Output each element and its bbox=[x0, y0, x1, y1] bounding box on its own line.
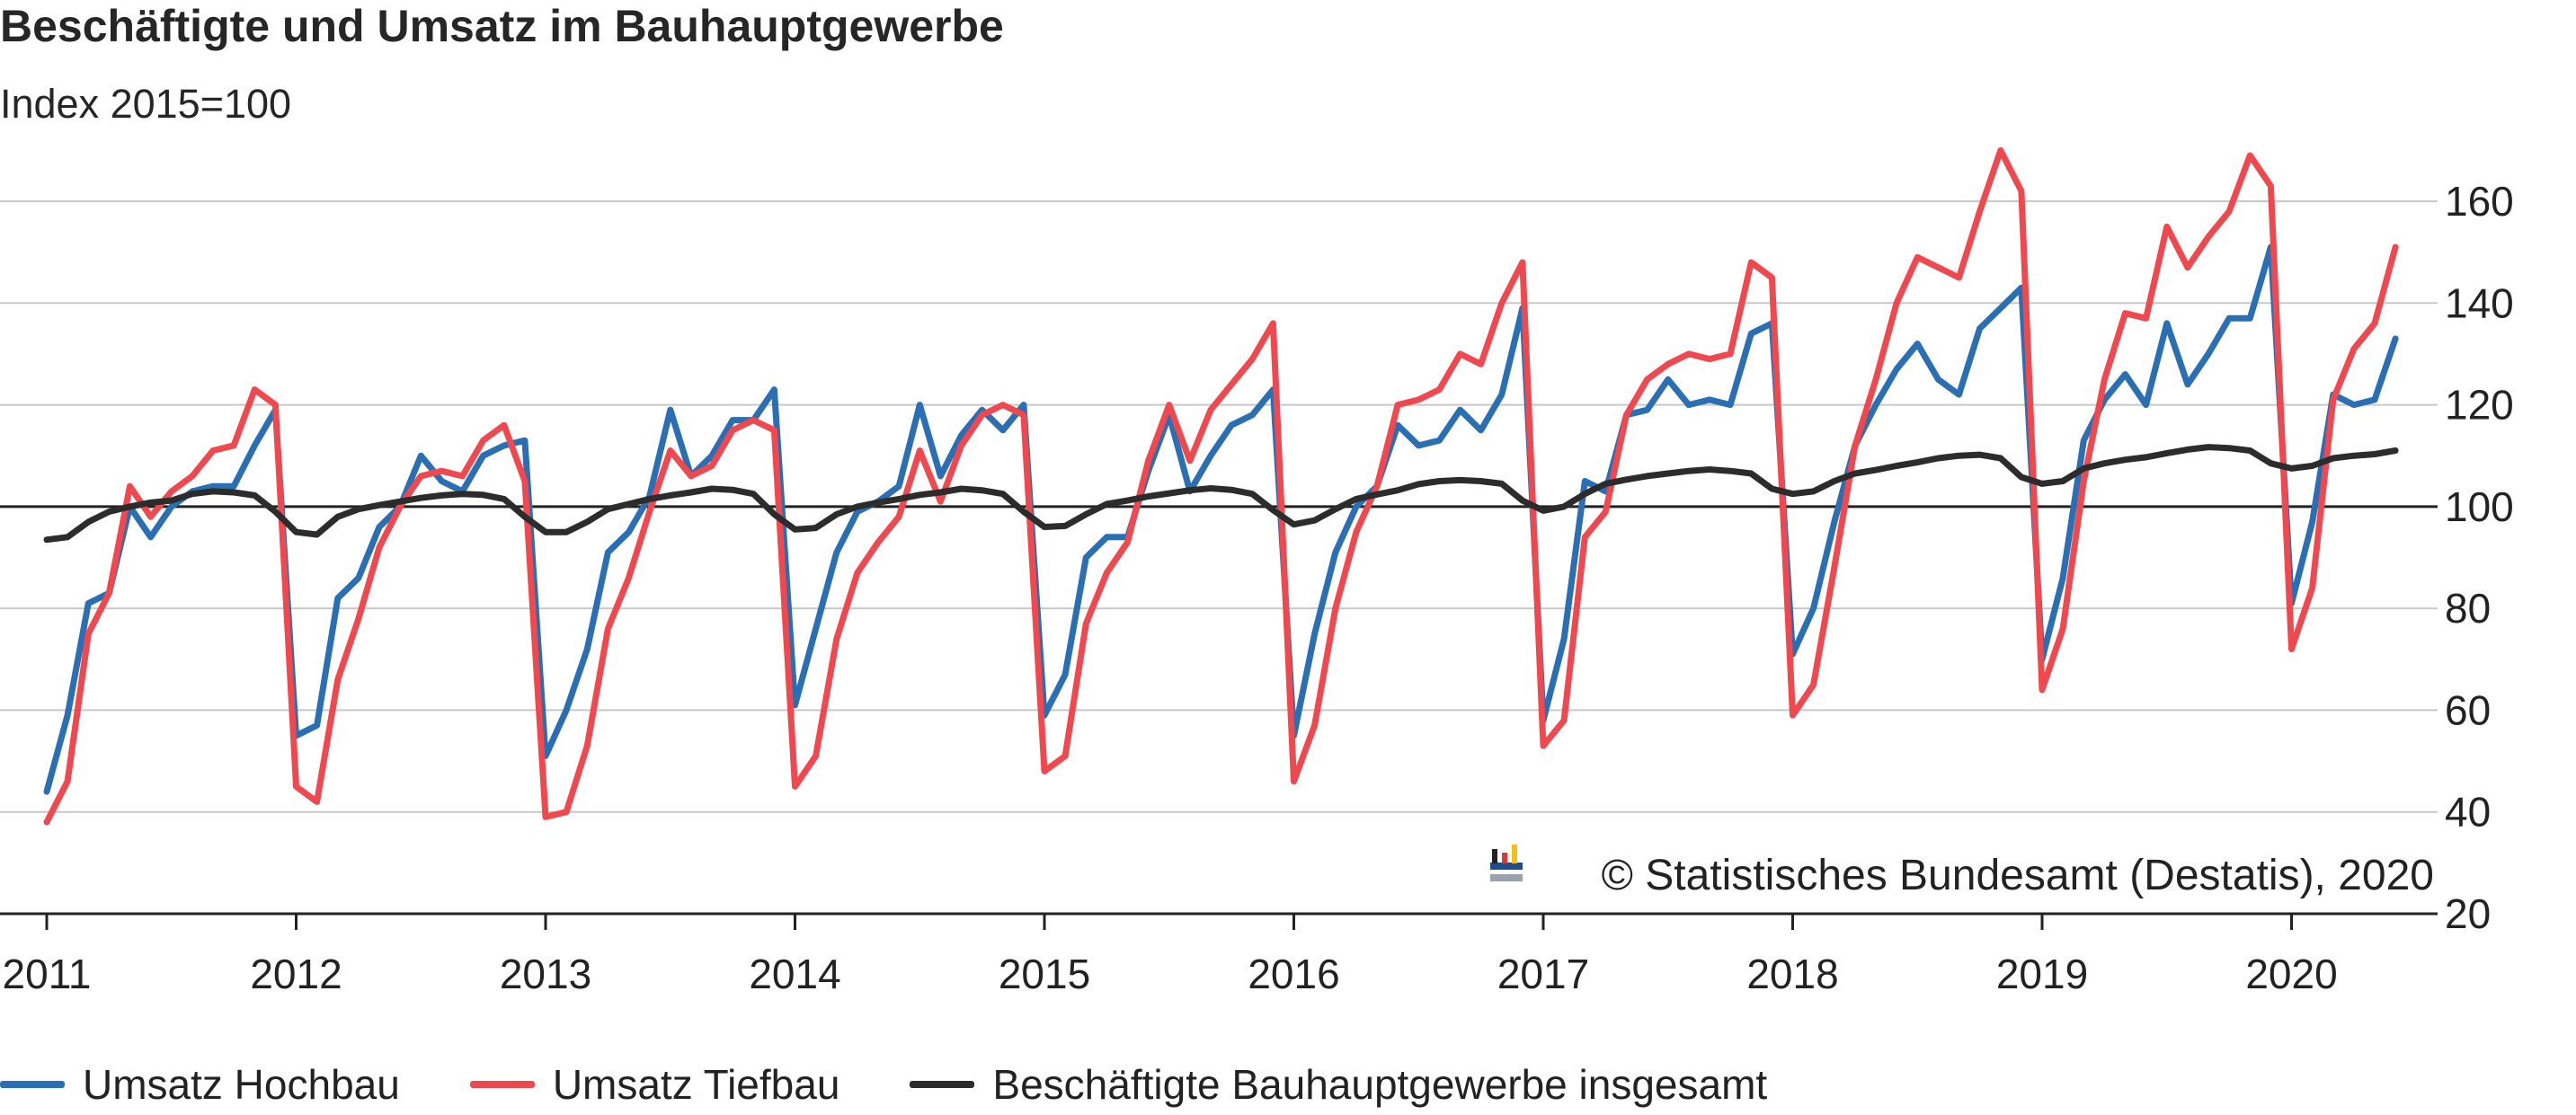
x-tick-label-2015: 2015 bbox=[999, 951, 1090, 997]
credit-text: © Statistisches Bundesamt (Destatis), 20… bbox=[1602, 852, 2434, 899]
x-axis bbox=[0, 912, 2438, 930]
legend-label-hochbau: Umsatz Hochbau bbox=[83, 1061, 400, 1108]
x-tick-label-2020: 2020 bbox=[2245, 951, 2337, 997]
x-axis-tick-labels: 2011 2012 2013 2014 2015 2016 2017 2018 2019 2020 bbox=[3, 951, 2338, 997]
x-tick-label-2012: 2012 bbox=[250, 951, 342, 997]
chart-subtitle: Index 2015=100 bbox=[0, 81, 292, 127]
legend-item-hochbau: Umsatz Hochbau bbox=[0, 1060, 400, 1109]
chart-title: Beschäftigte und Umsatz im Bauhauptgewer… bbox=[0, 1, 1004, 51]
series-line-2 bbox=[43, 444, 2399, 544]
y-tick-label-80: 80 bbox=[2445, 585, 2491, 632]
y-tick-label-20: 20 bbox=[2445, 890, 2491, 937]
y-tick-label-40: 40 bbox=[2445, 789, 2491, 836]
credit: © Statistisches Bundesamt (Destatis), 20… bbox=[1490, 845, 2434, 899]
legend-label-beschaeftigte: Beschäftigte Bauhauptgewerbe insgesamt bbox=[992, 1061, 1768, 1108]
destatis-logo-icon bbox=[1490, 845, 1523, 881]
legend-swatch-hochbau bbox=[0, 1081, 65, 1088]
legend-item-tiefbau: Umsatz Tiefbau bbox=[469, 1060, 840, 1109]
x-tick-label-2018: 2018 bbox=[1746, 951, 1838, 997]
x-tick-label-2017: 2017 bbox=[1497, 951, 1589, 997]
legend: Umsatz Hochbau Umsatz Tiefbau Beschäftig… bbox=[0, 1060, 1837, 1109]
x-tick-label-2014: 2014 bbox=[749, 951, 840, 997]
x-tick-label-2013: 2013 bbox=[500, 951, 591, 997]
x-tick-label-2011: 2011 bbox=[3, 951, 92, 997]
x-tick-label-2016: 2016 bbox=[1248, 951, 1339, 997]
y-tick-label-140: 140 bbox=[2445, 279, 2514, 326]
y-axis-tick-labels: 20 40 60 80 100 120 140 160 bbox=[2445, 178, 2514, 937]
series-lines bbox=[43, 146, 2399, 826]
y-tick-label-160: 160 bbox=[2445, 178, 2514, 225]
legend-label-tiefbau: Umsatz Tiefbau bbox=[552, 1061, 840, 1108]
legend-swatch-beschaeftigte bbox=[910, 1081, 975, 1088]
legend-item-beschaeftigte: Beschäftigte Bauhauptgewerbe insgesamt bbox=[910, 1060, 1767, 1109]
y-tick-label-60: 60 bbox=[2445, 686, 2491, 733]
x-tick-label-2019: 2019 bbox=[1996, 951, 2088, 997]
legend-swatch-tiefbau bbox=[469, 1081, 535, 1088]
y-tick-label-120: 120 bbox=[2445, 382, 2514, 429]
series-line-0 bbox=[43, 243, 2399, 795]
series-line-1 bbox=[43, 146, 2399, 826]
y-tick-label-100: 100 bbox=[2445, 483, 2514, 530]
